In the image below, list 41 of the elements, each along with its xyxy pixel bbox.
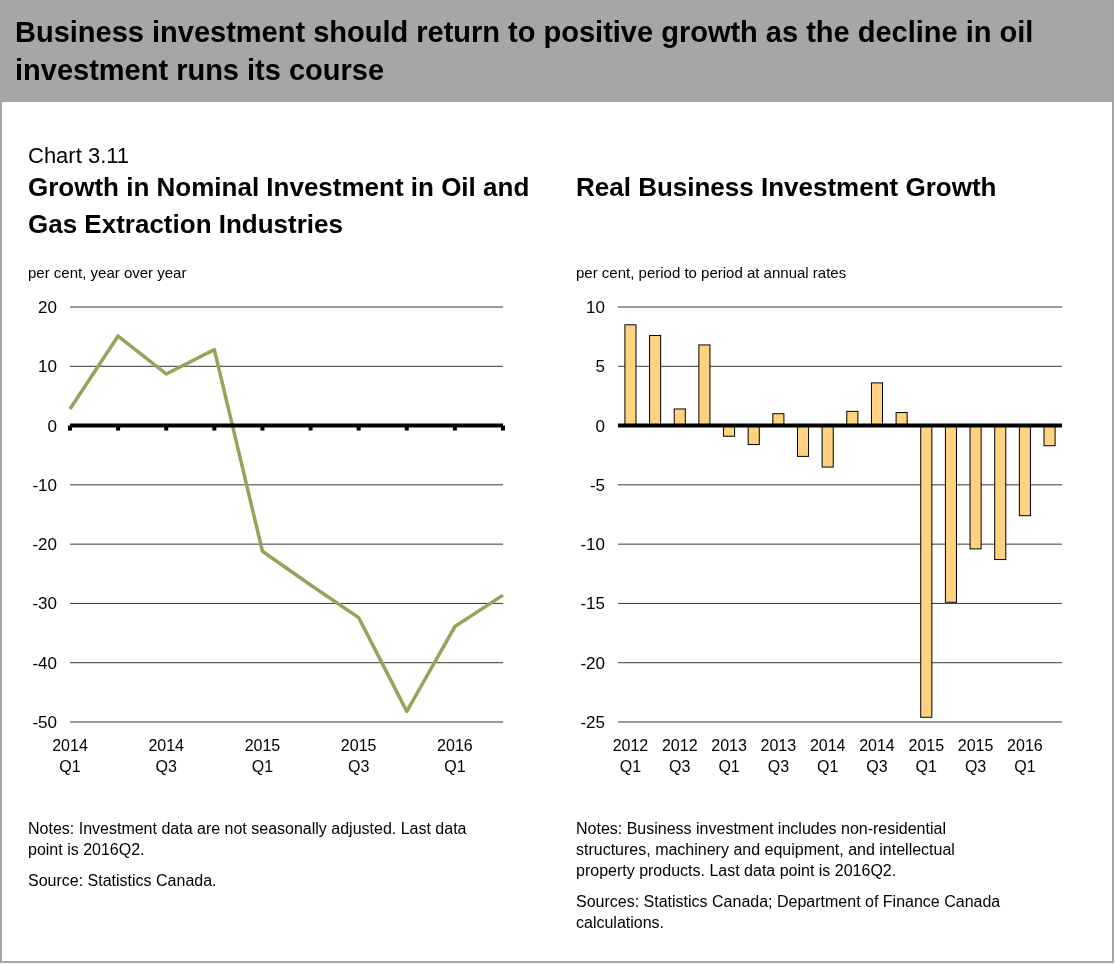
x-tick-label: 2015 Q3 — [340, 737, 377, 775]
y-tick-label: 10 — [586, 297, 605, 317]
caption: Chart 3.11 — [28, 143, 130, 168]
chart-title: Growth in Nominal Investment in Oil and Gas Extraction Industries — [28, 172, 530, 239]
y-tick-label: 0 — [47, 416, 57, 436]
x-tick-label: 2015 Q1 — [908, 737, 945, 775]
source-note: Sources: Statistics Canada; Department of Finance Canada calculations. — [576, 893, 1001, 931]
line-series — [68, 334, 505, 714]
y-tick-label: -20 — [580, 653, 605, 673]
y-tick-label: 0 — [595, 416, 605, 436]
x-tick-label: 2016 Q1 — [1007, 737, 1043, 775]
y-tick-label: -40 — [32, 653, 57, 673]
x-tick-label: 2013 Q1 — [711, 737, 747, 775]
y-tick-label: 20 — [38, 297, 57, 317]
y-tick-label: -50 — [32, 712, 57, 732]
x-tick-label: 2014 Q1 — [52, 737, 88, 775]
text: Business investment should return to positive growth as the decline in oil investment runs its course — [15, 16, 1034, 86]
chart-title: Real Business Investment Growth — [576, 172, 997, 202]
y-tick-label: -10 — [580, 535, 605, 555]
x-tick-label: 2014 Q3 — [148, 737, 185, 775]
y-axis-title: per cent, period to period at annual rates — [576, 264, 847, 281]
x-tick-label: 2015 Q1 — [244, 737, 281, 775]
y-tick-label: -25 — [580, 712, 605, 732]
y-tick-label: -5 — [589, 475, 605, 495]
x-tick-label: 2012 Q1 — [612, 737, 649, 775]
x-tick-label: 2013 Q3 — [760, 737, 797, 775]
x-tick-label: 2015 Q3 — [957, 737, 994, 775]
y-tick-label: -15 — [580, 594, 605, 614]
y-tick-label: -30 — [32, 594, 57, 614]
x-tick-label: 2014 Q1 — [809, 737, 846, 775]
source-note: Source: Statistics Canada. — [28, 872, 217, 889]
y-axis-title: per cent, year over year — [28, 264, 187, 281]
y-tick-label: -20 — [32, 535, 57, 555]
y-tick-label: 5 — [595, 357, 605, 377]
text: Notes: Business investment includes non-residential structures, machinery and equipment, and intellectual property products. Last data point is 2016Q2. — [576, 820, 955, 879]
y-tick-label: -10 — [32, 475, 57, 495]
x-tick-label: 2016 Q1 — [437, 737, 473, 775]
x-tick-label: 2012 Q3 — [661, 737, 698, 775]
text: Notes: Investment data are not seasonally adjusted. Last data point is 2016Q2. — [28, 820, 467, 858]
y-tick-label: 10 — [38, 357, 57, 377]
x-tick-label: 2014 Q3 — [859, 737, 895, 775]
